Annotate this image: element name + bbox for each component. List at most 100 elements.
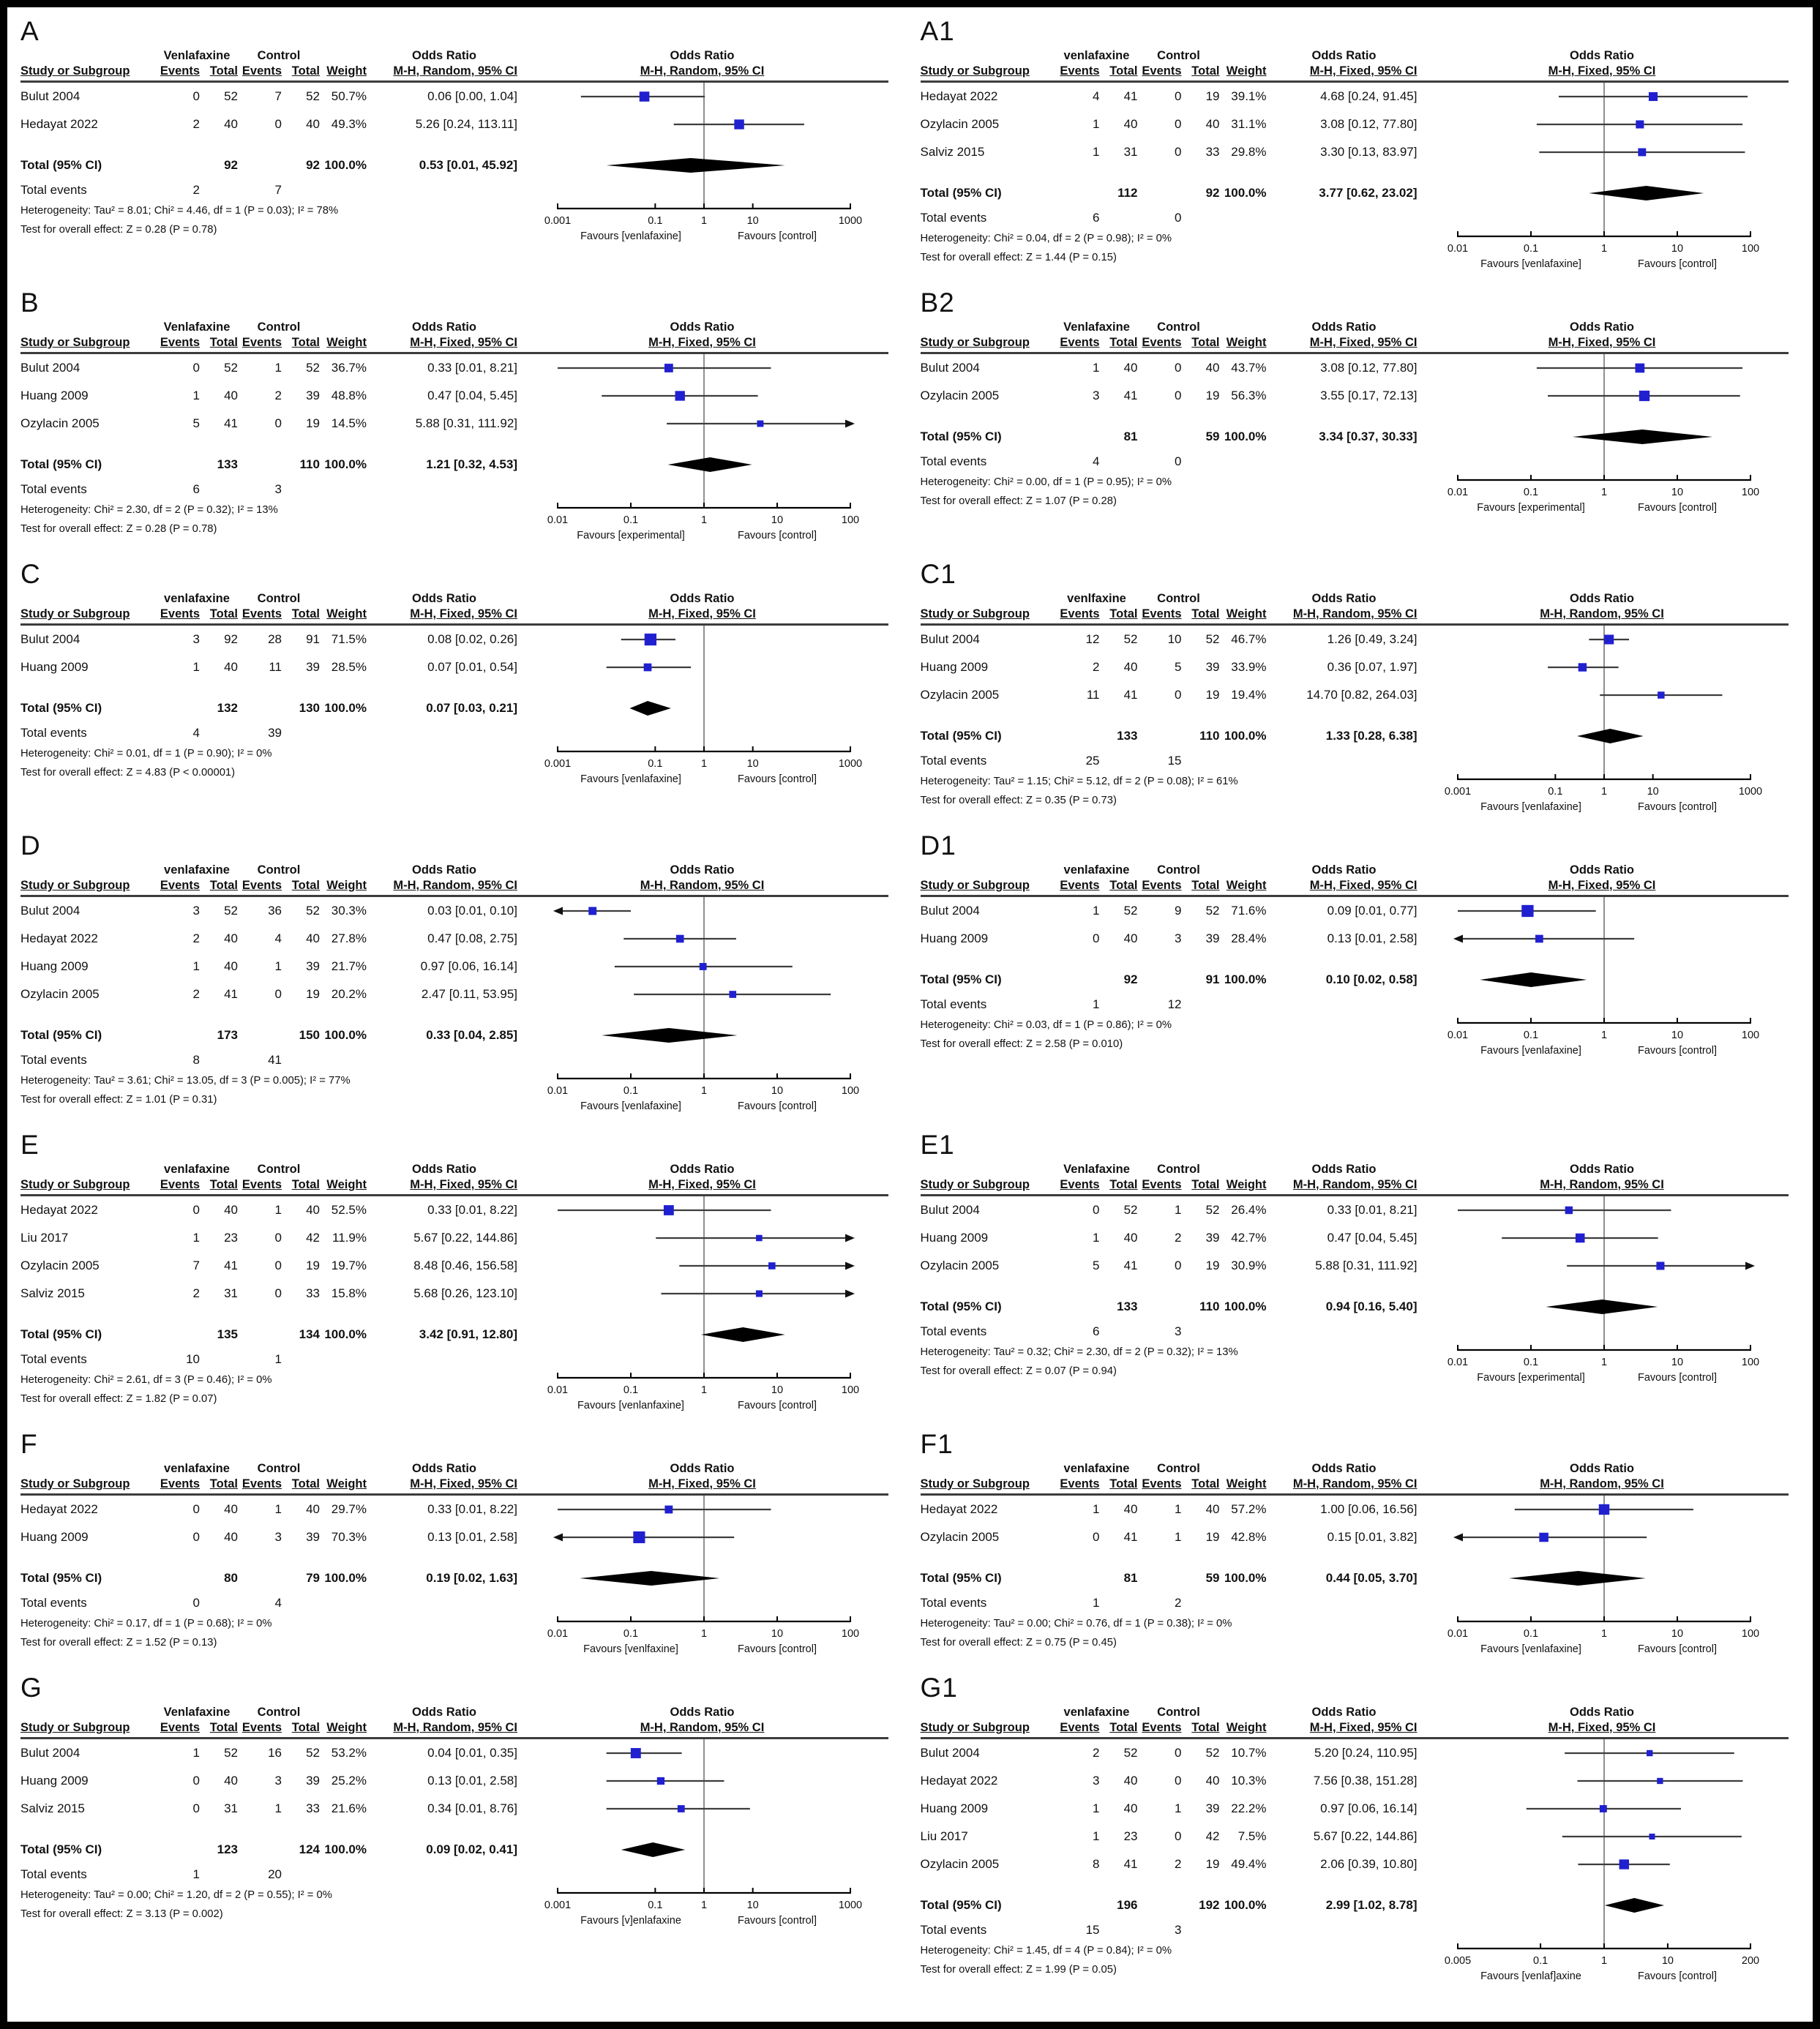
total-or-ci: 0.53 [0.01, 45.92] bbox=[419, 158, 517, 172]
header-spacer bbox=[320, 320, 367, 335]
total1-col-header: Total bbox=[1109, 1178, 1138, 1191]
events-ctrl-value: 1 bbox=[1175, 1801, 1182, 1815]
group-header-row: venlafaxine Control Odds Ratio bbox=[921, 1705, 1422, 1720]
group-header-row: venlafaxine Control Odds Ratio bbox=[20, 1162, 522, 1177]
plot-method-title: M-H, Fixed, 95% CI bbox=[648, 336, 756, 349]
method-col-header: M-H, Random, 95% CI bbox=[1292, 607, 1418, 620]
events-ctrl-value: 16 bbox=[268, 1746, 282, 1760]
favours-left-label: Favours [venlafaxine] bbox=[580, 1100, 681, 1112]
column-header-row: Study or Subgroup Events Total Events To… bbox=[20, 1720, 522, 1736]
total-exp-value: 41 bbox=[1123, 1857, 1138, 1871]
panel-header: venlfaxine Control Odds Ratio Study or S… bbox=[920, 591, 1789, 626]
study-table: Bulut 2004 2 52 0 52 10.7% 5.20 [0.24, 110.95]… bbox=[921, 1739, 1422, 1979]
events-ctrl-value: 1 bbox=[274, 1203, 282, 1217]
overall-effect-text: Test for overall effect: Z = 3.13 (P = 0… bbox=[20, 1908, 223, 1920]
group2-header: Control bbox=[257, 592, 301, 605]
header-spacer bbox=[320, 1705, 367, 1720]
events2-col-header: Events bbox=[1142, 64, 1182, 78]
total-weight: 100.0% bbox=[1224, 186, 1267, 200]
axis-tick-label: 1000 bbox=[1738, 786, 1761, 798]
total-or-ci: 2.99 [1.02, 8.78] bbox=[1325, 1898, 1418, 1912]
axis-tick-label: 100 bbox=[842, 1085, 859, 1097]
total-label: Total (95% CI) bbox=[920, 729, 1002, 743]
overall-effect-text: Test for overall effect: Z = 4.83 (P < 0… bbox=[20, 767, 236, 779]
forest-plot-panel: A1 venlafaxine Control Odds Ratio Study … bbox=[916, 15, 1805, 282]
or-ci-value: 3.08 [0.12, 77.80] bbox=[1320, 361, 1418, 375]
total-weight: 100.0% bbox=[324, 701, 367, 715]
axis-tick-label: 0.01 bbox=[547, 1085, 568, 1097]
forest-plot-panel: F venlafaxine Control Odds Ratio Study o… bbox=[16, 1428, 905, 1667]
heterogeneity-text: Heterogeneity: Tau² = 8.01; Chi² = 4.46,… bbox=[20, 205, 339, 217]
panel-label: C1 bbox=[920, 559, 956, 589]
total-exp-value: 41 bbox=[224, 1259, 238, 1272]
group2-header: Control bbox=[1157, 1706, 1200, 1719]
total-events-ctrl: 2 bbox=[1175, 1596, 1182, 1610]
weight-value: 56.3% bbox=[1231, 389, 1267, 402]
study-row: Huang 2009 0 40 3 39 70.3% 0.13 [0.01, 2.58] bbox=[20, 1523, 522, 1551]
header-spacer bbox=[320, 48, 367, 64]
panel-body: Venlafaxine Control Odds Ratio Study or … bbox=[20, 320, 888, 553]
favours-right-label: Favours [control] bbox=[738, 530, 817, 541]
header-spacer bbox=[921, 48, 1056, 64]
effect-square bbox=[656, 1777, 665, 1785]
effect-square bbox=[675, 391, 685, 401]
weight-value: 10.3% bbox=[1231, 1774, 1267, 1788]
summary-diamond bbox=[606, 158, 785, 173]
events-ctrl-value: 0 bbox=[274, 1259, 282, 1272]
total-ctrl-value: 52 bbox=[1205, 1746, 1220, 1760]
overall-effect-text: Test for overall effect: Z = 1.99 (P = 0… bbox=[920, 1964, 1117, 1976]
or-ci-value: 5.88 [0.31, 111.92] bbox=[1315, 1259, 1418, 1272]
weight-value: 22.2% bbox=[1231, 1801, 1267, 1815]
group1-header: venlfaxine bbox=[1067, 592, 1126, 605]
events-exp-value: 0 bbox=[192, 361, 200, 375]
study-name: Liu 2017 bbox=[20, 1231, 69, 1245]
study-name: Ozylacin 2005 bbox=[20, 1259, 100, 1272]
method-col-header: M-H, Fixed, 95% CI bbox=[410, 1477, 517, 1490]
total-events-ctrl: 7 bbox=[274, 183, 282, 197]
study-row: Ozylacin 2005 7 41 0 19 19.7% 8.48 [0.46, 156.… bbox=[20, 1252, 522, 1280]
events-exp-value: 2 bbox=[192, 931, 200, 945]
total2-col-header: Total bbox=[1191, 64, 1220, 78]
weight-value: 27.8% bbox=[331, 931, 367, 945]
row-spacer bbox=[20, 681, 522, 694]
plot-header: Odds Ratio M-H, Random, 95% CI bbox=[525, 1705, 880, 1736]
weight-value: 70.3% bbox=[331, 1530, 367, 1544]
or-ci-value: 0.04 [0.01, 0.35] bbox=[427, 1746, 517, 1760]
panel-body: venlafaxine Control Odds Ratio Study or … bbox=[920, 1705, 1789, 1994]
total-events-row: Total events 6 3 bbox=[921, 1321, 1422, 1343]
total-or-ci: 3.42 [0.91, 12.80] bbox=[419, 1327, 517, 1341]
total-exp-sum: 132 bbox=[217, 701, 238, 715]
total-exp-sum: 80 bbox=[224, 1571, 238, 1585]
axis-tick-label: 200 bbox=[1741, 1955, 1759, 1967]
total-events-row: Total events 4 39 bbox=[20, 722, 522, 744]
total-ctrl-value: 40 bbox=[306, 117, 320, 131]
group-header-row: venlafaxine Control Odds Ratio bbox=[20, 591, 522, 607]
total1-col-header: Total bbox=[209, 336, 238, 349]
events-exp-value: 0 bbox=[192, 1203, 200, 1217]
events2-col-header: Events bbox=[1142, 1721, 1182, 1734]
or-ci-value: 0.33 [0.01, 8.22] bbox=[427, 1502, 517, 1516]
axis-tick-label: 10 bbox=[771, 1384, 783, 1396]
total1-col-header: Total bbox=[209, 1721, 238, 1734]
events1-col-header: Events bbox=[1060, 879, 1100, 892]
plot-or-title: Odds Ratio bbox=[670, 1706, 735, 1719]
total-ctrl-value: 40 bbox=[306, 931, 320, 945]
header-spacer bbox=[1220, 1461, 1267, 1477]
total-ctrl-value: 39 bbox=[306, 389, 320, 402]
effect-square bbox=[1535, 934, 1543, 943]
total-events-label: Total events bbox=[920, 211, 987, 225]
total-or-ci: 0.10 [0.02, 0.58] bbox=[1325, 972, 1418, 986]
events-ctrl-value: 1 bbox=[1175, 1502, 1182, 1516]
total-ctrl-value: 52 bbox=[1205, 632, 1220, 646]
total-events-ctrl: 12 bbox=[1167, 997, 1182, 1011]
plot-header: Odds Ratio M-H, Random, 95% CI bbox=[1425, 591, 1780, 622]
study-table: Bulut 2004 1 52 9 52 71.6% 0.09 [0.01, 0.77] Hu… bbox=[921, 897, 1422, 1054]
total1-col-header: Total bbox=[209, 879, 238, 892]
axis-tick-label: 0.1 bbox=[1532, 1955, 1547, 1967]
total-weight: 100.0% bbox=[324, 457, 367, 471]
total2-col-header: Total bbox=[291, 64, 320, 78]
events-exp-value: 3 bbox=[192, 904, 200, 918]
total-events-ctrl: 0 bbox=[1175, 211, 1182, 225]
panel-body: venlafaxine Control Odds Ratio Study or … bbox=[20, 863, 888, 1124]
column-header-row: Study or Subgroup Events Total Events To… bbox=[921, 1177, 1422, 1193]
